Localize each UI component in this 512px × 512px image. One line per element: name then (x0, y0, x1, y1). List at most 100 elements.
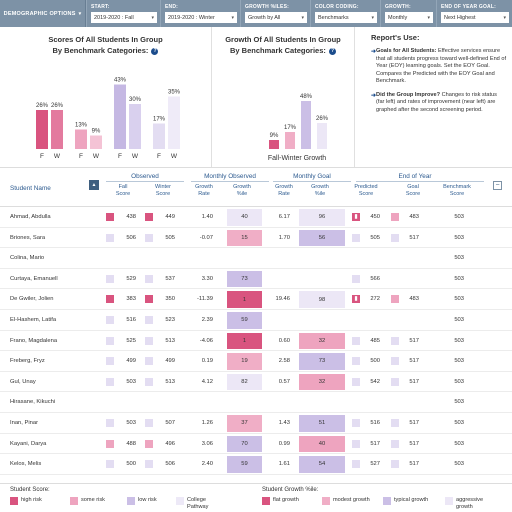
end-filter[interactable]: END: 2019-2020 : Winter ▾ (160, 0, 240, 27)
goal-score-swatch (391, 418, 399, 427)
student-name[interactable]: El-Hashem, Latifa (10, 316, 57, 323)
table-row[interactable]: El-Hashem, Latifa 516 523 2.39 59 503 (0, 310, 512, 331)
growth-bar-label: 9% (270, 133, 279, 139)
student-name[interactable]: Ahmad, Abdulla (10, 214, 51, 220)
help-icon[interactable]: ? (151, 47, 159, 55)
table-row[interactable]: Gul, Unay 503 513 4.12 82 0.57 32 542 517 503 (0, 372, 512, 393)
observed-growth-pct-header[interactable]: Growth %ile (228, 184, 256, 198)
observed-growth-rate-header[interactable]: Growth Rate (190, 184, 218, 198)
observed-growth-rate: 1.40 (201, 214, 213, 220)
goal-growth-pct: 32 (299, 332, 345, 350)
predicted-score: 566 (370, 275, 380, 282)
table-row[interactable]: Ahmad, Abdulla 438 449 1.40 40 6.17 96 ▮ 450 483 5… (0, 207, 512, 228)
winter-score-header[interactable]: Winter Score (148, 184, 178, 198)
observed-growth-pct: 59 (227, 311, 262, 329)
goal-score-header[interactable]: Goal Score (398, 184, 428, 198)
table-row[interactable]: Curtaya, Emanuell 529 537 3.30 73 566 503 (0, 269, 512, 290)
predicted-score-swatch (352, 233, 360, 242)
growth-select[interactable]: Monthly ▾ (385, 12, 433, 23)
fall-score: 488 (126, 440, 136, 447)
student-name-header[interactable]: Student Name (10, 185, 51, 192)
score-bar-fall-label: 26% (36, 103, 49, 109)
goal-score: 517 (409, 378, 419, 385)
color-coding-filter[interactable]: COLOR CODING: Benchmarks ▾ (310, 0, 380, 27)
predicted-score-swatch (352, 357, 360, 366)
growth-iles-filter[interactable]: GROWTH %ILES: Growth by All ▾ (240, 0, 310, 27)
table-row[interactable]: Briones, Sara 506 505 -0.07 15 1.70 56 505 517 50… (0, 228, 512, 249)
goal-growth-pct: 96 (299, 209, 345, 226)
eoy-goal-filter[interactable]: END OF YEAR GOAL: Next Highest ▾ (436, 0, 512, 27)
student-name[interactable]: Inan, Pinar (10, 419, 39, 426)
chevron-down-icon: ▾ (78, 10, 82, 17)
score-x-tick-winter: W (171, 153, 178, 160)
score-bar-fall-label: 13% (75, 123, 88, 129)
table-row[interactable]: Kelos, Melis 500 506 2.40 59 1.61 54 527 517 503 (0, 454, 512, 475)
score-bar-winter-label: 9% (92, 129, 101, 135)
end-of-year-group-header: End of Year (398, 173, 432, 180)
table-row[interactable]: Frano, Magdalena 525 513 -4.06 1 0.60 32 485 517… (0, 331, 512, 352)
color-coding-select[interactable]: Benchmarks ▾ (315, 12, 377, 23)
winter-score: 513 (165, 378, 175, 385)
help-icon[interactable]: ? (328, 47, 336, 55)
table-row[interactable]: De Gwiler, Jolien 383 350 -11.39 1 19.46 98 ▮ 27… (0, 289, 512, 310)
goal-growth-pct-header[interactable]: Growth %ile (306, 184, 334, 198)
goal-growth-rate-header[interactable]: Growth Rate (270, 184, 298, 198)
growth-bar (285, 132, 295, 149)
report-use-item: ➜ Goals for All Students: Effective serv… (371, 48, 506, 86)
filter-bar: DEMOGRAPHIC OPTIONS ▾ START: 2019-2020 :… (0, 0, 512, 27)
goal-growth-pct: 40 (299, 435, 345, 453)
report-use-title: Report's Use: (371, 33, 420, 42)
table-row[interactable]: Freberg, Fryz 499 499 0.19 19 2.58 73 500 517 503 (0, 351, 512, 372)
eoy-goal-select[interactable]: Next Highest ▾ (441, 12, 509, 23)
growth-legend-item: modest growth (322, 497, 373, 505)
sort-up-icon[interactable]: ▲ (89, 180, 99, 190)
student-name[interactable]: Frano, Magdalena (10, 337, 58, 344)
mg-pct-header-line2: %ile (314, 191, 326, 197)
legend-swatch (383, 497, 391, 505)
goal-score-swatch (391, 336, 399, 345)
student-name[interactable]: De Gwiler, Jolien (10, 296, 54, 303)
legend-swatch (176, 497, 184, 505)
growth-iles-select[interactable]: Growth by All ▾ (245, 12, 307, 23)
flag-icon: ▮ (352, 213, 360, 221)
fall-score: 529 (126, 275, 136, 282)
goal-score-swatch (391, 439, 399, 448)
table-row[interactable]: Colina, Mario 503 (0, 248, 512, 269)
student-name[interactable]: Curtaya, Emanuell (10, 275, 58, 282)
start-filter[interactable]: START: 2019-2020 : Fall ▾ (86, 0, 160, 27)
end-label: END: (165, 4, 179, 10)
fall-score: 500 (126, 461, 136, 468)
table-row[interactable]: Inan, Pinar 503 507 1.26 37 1.43 51 516 517 503 (0, 413, 512, 434)
student-name[interactable]: Hirasane, Kikuchi (10, 399, 56, 406)
observed-growth-pct: 82 (227, 373, 262, 391)
fall-score: 383 (126, 296, 136, 303)
student-name[interactable]: Kayani, Darya (10, 440, 47, 447)
score-chart-title: Scores Of All Students In Group By Bench… (0, 34, 211, 56)
winter-score-swatch (145, 233, 153, 242)
minus-icon[interactable]: − (493, 181, 502, 190)
fall-score-header[interactable]: Fall Score (108, 184, 138, 198)
student-name[interactable]: Gul, Unay (10, 378, 36, 385)
start-select[interactable]: 2019-2020 : Fall ▾ (91, 12, 157, 23)
report-use-panel: Report's Use: ➜ Goals for All Students: … (355, 27, 512, 167)
mo-pct-header-line1: Growth (233, 184, 251, 190)
demographic-options-button[interactable]: DEMOGRAPHIC OPTIONS ▾ (0, 0, 86, 27)
student-name[interactable]: Kelos, Melis (10, 461, 42, 468)
arrow-right-icon: ➜ (371, 92, 377, 99)
growth-filter[interactable]: GROWTH: Monthly ▾ (380, 0, 436, 27)
goal-score: 517 (409, 234, 419, 241)
benchmark-score: 503 (454, 255, 464, 262)
monthly-observed-divider (191, 181, 269, 182)
benchmark-score-header[interactable]: Benchmark Score (438, 184, 476, 198)
student-name[interactable]: Briones, Sara (10, 234, 46, 241)
table-row[interactable]: Hirasane, Kikuchi 503 (0, 392, 512, 413)
table-row[interactable]: Kayani, Darya 488 496 3.06 70 0.99 40 517 517 503 (0, 434, 512, 455)
fall-score-swatch (106, 460, 114, 469)
goal-header-line2: Score (405, 191, 421, 197)
student-name[interactable]: Freberg, Fryz (10, 358, 45, 365)
end-select[interactable]: 2019-2020 : Winter ▾ (165, 12, 237, 23)
student-name[interactable]: Colina, Mario (10, 255, 45, 262)
mg-rate-header-line1: Growth (275, 184, 293, 190)
goal-growth-rate: 0.57 (278, 378, 290, 385)
predicted-score-header[interactable]: Predicted Score (348, 184, 384, 198)
